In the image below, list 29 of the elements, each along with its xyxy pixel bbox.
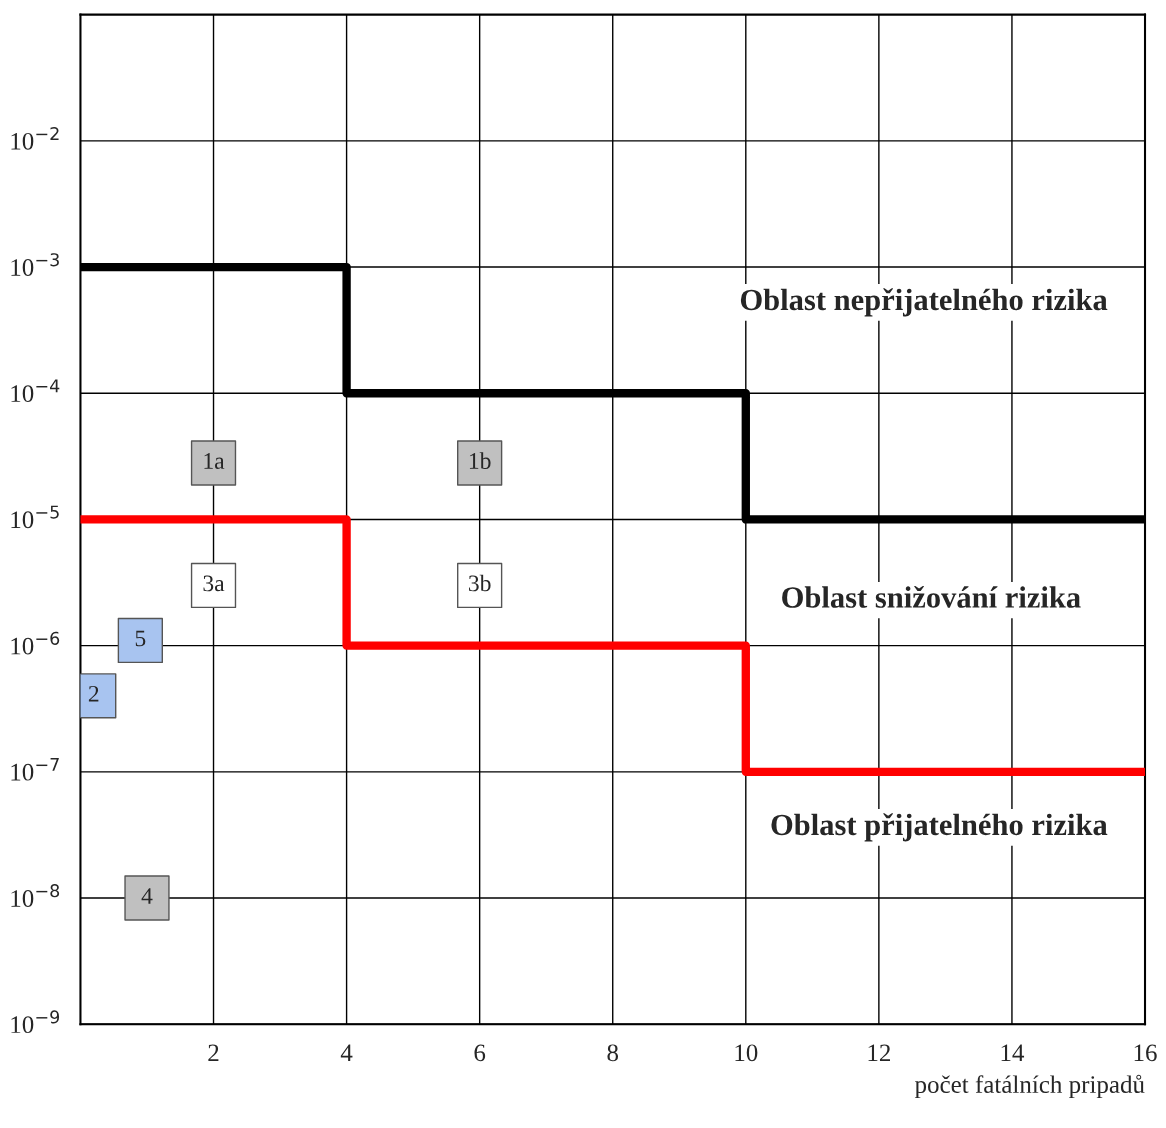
point [117,617,163,664]
y-tick-label: 10$^{−5}$ [11,505,59,529]
x-tick-label: 6 [474,1044,486,1062]
point [124,875,170,921]
y-tick-label: 10$^{−7}$ [11,758,59,781]
series-label: 1b [469,452,491,469]
series-label: 1a [204,453,225,469]
x-axis-title: počet fatálních pripadů [914,1074,1145,1099]
y-tick-label: 10$^{−6}$ [11,631,60,655]
x-tick-label: 12 [868,1044,890,1062]
x-tick-label: 8 [607,1044,619,1062]
y-tick-label: 10$^{−9}$ [11,1010,60,1034]
y-tick-label: 10$^{−2}$ [11,126,59,150]
y-tick-label: 10$^{−4}$ [11,379,60,403]
x-tick-label: 2 [208,1044,219,1062]
annotation: Oblast snižování rizika [782,586,1081,608]
y-tick-label: 10$^{−3}$ [11,253,59,276]
series-label: 2 [88,685,99,702]
x-tick-label: 16 [1134,1044,1157,1062]
annotation: Oblast přijatelného rizika [771,813,1108,842]
x-tick-label: 4 [340,1044,353,1062]
series-label: 3a [203,575,225,592]
series-label: 4 [141,888,153,904]
series-label: 3b [468,574,491,592]
x-tick-label: 14 [1001,1044,1025,1062]
series-label: 5 [135,630,146,647]
annotation: Oblast nepřijatelného rizika [740,288,1108,317]
x-tick-label: 10 [735,1044,758,1062]
y-tick-label: 10$^{−8}$ [11,884,60,907]
